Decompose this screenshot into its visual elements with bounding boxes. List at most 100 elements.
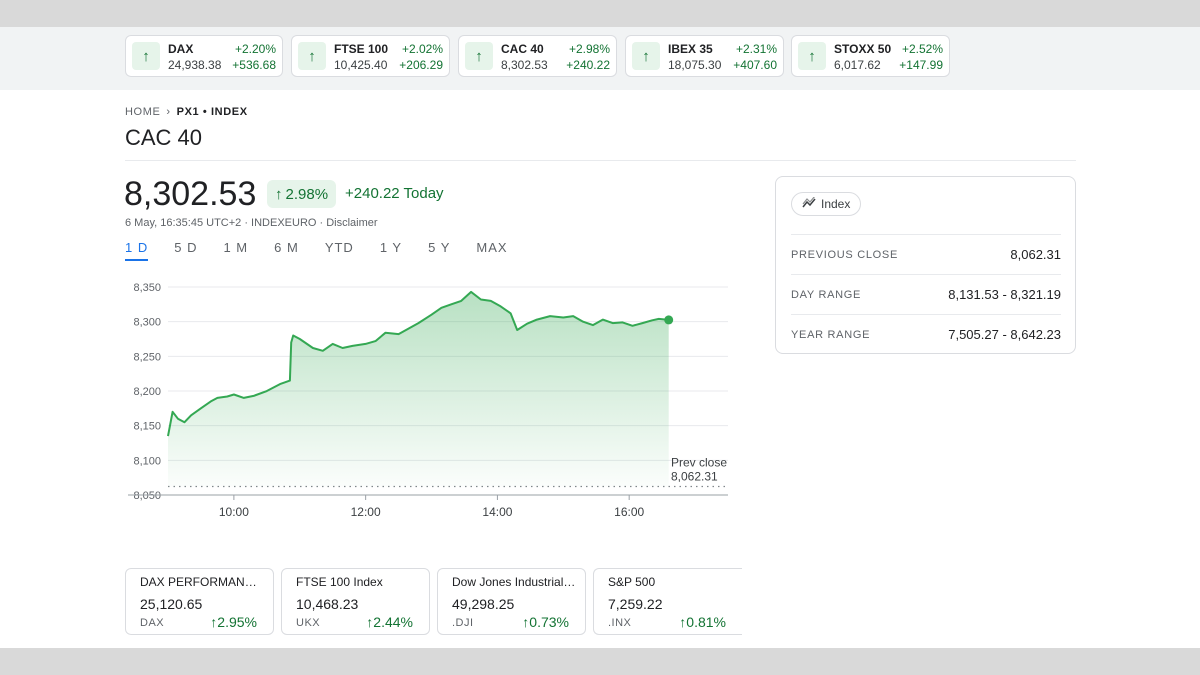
ticker-change: +240.22 bbox=[566, 58, 610, 72]
range-tab-1d[interactable]: 1 D bbox=[125, 240, 149, 261]
change-today: +240.22 Today bbox=[345, 185, 444, 202]
stat-row-day-range: DAY RANGE 8,131.53 - 8,321.19 bbox=[791, 274, 1061, 314]
index-chip-label: Index bbox=[821, 197, 851, 211]
stat-row-year-range: YEAR RANGE 7,505.27 - 8,642.23 bbox=[791, 314, 1061, 354]
stat-row-previous-close: PREVIOUS CLOSE 8,062.31 bbox=[791, 234, 1061, 274]
current-point bbox=[664, 315, 674, 325]
market-pct-value: 0.73% bbox=[529, 614, 569, 630]
prev-close-value: 8,062.31 bbox=[671, 469, 718, 483]
stat-value: 8,131.53 - 8,321.19 bbox=[948, 287, 1061, 302]
y-tick-label: 8,050 bbox=[133, 490, 161, 502]
arrow-up-icon: ↑ bbox=[275, 185, 283, 203]
ticker-pct: +2.98% bbox=[568, 42, 610, 56]
divider bbox=[125, 160, 1076, 161]
prev-close-label: Prev close bbox=[671, 455, 727, 469]
arrow-up-icon: ↑ bbox=[132, 42, 160, 70]
market-value: 10,468.23 bbox=[296, 596, 359, 612]
market-pct: ↑0.81% bbox=[679, 614, 726, 630]
current-price: 8,302.53 bbox=[124, 175, 257, 213]
y-tick-label: 8,150 bbox=[133, 421, 161, 433]
market-pct: ↑0.73% bbox=[522, 614, 569, 630]
market-card-dax[interactable]: DAX PERFORMANCE-I... 25,120.65 DAX ↑2.95… bbox=[125, 568, 274, 635]
stat-label: DAY RANGE bbox=[791, 288, 862, 301]
market-name: Dow Jones Industrial A... bbox=[452, 575, 577, 589]
stat-value: 7,505.27 - 8,642.23 bbox=[948, 327, 1061, 342]
market-pct-value: 2.44% bbox=[373, 614, 413, 630]
y-tick-label: 8,200 bbox=[133, 386, 161, 398]
market-pct-value: 2.95% bbox=[217, 614, 257, 630]
range-tab-ytd[interactable]: YTD bbox=[324, 240, 354, 255]
quote-meta: 6 May, 16:35:45 UTC+2 · INDEXEURO · Disc… bbox=[125, 217, 378, 229]
price-chart[interactable]: 8,050 8,100 8,150 8,200 8,250 8,300 8,350 10:00… bbox=[0, 27, 760, 547]
ticker-name: CAC 40 bbox=[501, 42, 544, 56]
arrow-up-icon: ↑ bbox=[366, 614, 374, 630]
breadcrumb: HOME › PX1 • INDEX bbox=[125, 106, 248, 118]
ticker-pct: +2.02% bbox=[401, 42, 443, 56]
stats-card: Index PREVIOUS CLOSE 8,062.31 DAY RANGE … bbox=[775, 176, 1076, 354]
market-name: DAX PERFORMANCE-I... bbox=[140, 575, 265, 589]
stat-value: 8,062.31 bbox=[1010, 247, 1061, 262]
ticker-item-ftse[interactable]: ↑ FTSE 100 10,425.40 +2.02% +206.29 bbox=[291, 35, 450, 77]
y-tick-label: 8,350 bbox=[133, 282, 161, 294]
market-pct: ↑2.44% bbox=[366, 614, 413, 630]
range-tab-5d[interactable]: 5 D bbox=[174, 240, 198, 255]
y-tick-label: 8,100 bbox=[133, 455, 161, 467]
area-fill bbox=[168, 291, 669, 487]
market-card-spx[interactable]: S&P 500 7,259.22 .INX ↑0.81% bbox=[593, 568, 742, 635]
breadcrumb-current: PX1 • INDEX bbox=[176, 106, 248, 118]
ticker-value: 6,017.62 bbox=[834, 58, 881, 72]
ticker-value: 10,425.40 bbox=[334, 58, 388, 72]
ticker-bar: ↑ DAX 24,938.38 +2.20% +536.68 ↑ FTSE 10… bbox=[0, 27, 1200, 90]
ticker-value: 8,302.53 bbox=[501, 58, 548, 72]
arrow-up-icon: ↑ bbox=[522, 614, 530, 630]
ticker-item-stoxx[interactable]: ↑ STOXX 50 6,017.62 +2.52% +147.99 bbox=[791, 35, 950, 77]
arrow-up-icon: ↑ bbox=[465, 42, 493, 70]
trend-icon bbox=[802, 195, 816, 212]
market-symbol: .INX bbox=[608, 617, 632, 629]
arrow-up-icon: ↑ bbox=[210, 614, 218, 630]
pct-change-value: 2.98% bbox=[285, 185, 329, 203]
market-card-ftse[interactable]: FTSE 100 Index 10,468.23 UKX ↑2.44% bbox=[281, 568, 430, 635]
breadcrumb-home[interactable]: HOME bbox=[125, 106, 161, 118]
range-tab-6m[interactable]: 6 M bbox=[274, 240, 299, 255]
index-chip: Index bbox=[791, 192, 862, 216]
ticker-item-ibex[interactable]: ↑ IBEX 35 18,075.30 +2.31% +407.60 bbox=[625, 35, 784, 77]
ticker-name: FTSE 100 bbox=[334, 42, 389, 56]
market-name: FTSE 100 Index bbox=[296, 575, 383, 589]
ticker-item-dax[interactable]: ↑ DAX 24,938.38 +2.20% +536.68 bbox=[125, 35, 283, 77]
x-tick-label: 12:00 bbox=[351, 505, 381, 519]
ticker-pct: +2.52% bbox=[901, 42, 943, 56]
range-tab-1y[interactable]: 1 Y bbox=[379, 240, 403, 255]
x-tick-label: 10:00 bbox=[219, 505, 249, 519]
arrow-up-icon: ↑ bbox=[298, 42, 326, 70]
range-tab-max[interactable]: MAX bbox=[476, 240, 508, 255]
x-tick-label: 14:00 bbox=[482, 505, 512, 519]
chevron-right-icon: › bbox=[166, 106, 171, 118]
ticker-value: 24,938.38 bbox=[168, 58, 222, 72]
stat-label: YEAR RANGE bbox=[791, 328, 871, 341]
ticker-name: IBEX 35 bbox=[668, 42, 713, 56]
y-tick-label: 8,250 bbox=[133, 351, 161, 363]
market-symbol: .DJI bbox=[452, 617, 474, 629]
range-tabs: 1 D 5 D 1 M 6 M YTD 1 Y 5 Y MAX bbox=[125, 240, 534, 261]
market-value: 49,298.25 bbox=[452, 596, 515, 612]
page-title: CAC 40 bbox=[125, 125, 203, 150]
ticker-item-cac[interactable]: ↑ CAC 40 8,302.53 +2.98% +240.22 bbox=[458, 35, 617, 77]
market-value: 25,120.65 bbox=[140, 596, 203, 612]
arrow-up-icon: ↑ bbox=[632, 42, 660, 70]
ticker-change: +407.60 bbox=[733, 58, 777, 72]
page: ↑ DAX 24,938.38 +2.20% +536.68 ↑ FTSE 10… bbox=[0, 27, 1200, 648]
series-line bbox=[167, 290, 669, 437]
ticker-name: DAX bbox=[168, 42, 194, 56]
ticker-pct: +2.31% bbox=[735, 42, 777, 56]
range-tab-5y[interactable]: 5 Y bbox=[428, 240, 451, 255]
stat-label: PREVIOUS CLOSE bbox=[791, 248, 898, 261]
market-name: S&P 500 bbox=[608, 575, 656, 589]
market-card-dji[interactable]: Dow Jones Industrial A... 49,298.25 .DJI… bbox=[437, 568, 586, 635]
ticker-name: STOXX 50 bbox=[834, 42, 892, 56]
pct-change-badge: ↑ 2.98% bbox=[267, 180, 337, 208]
range-tab-1m[interactable]: 1 M bbox=[223, 240, 249, 255]
y-tick-label: 8,300 bbox=[133, 317, 161, 329]
market-pct: ↑2.95% bbox=[210, 614, 257, 630]
market-value: 7,259.22 bbox=[608, 596, 663, 612]
